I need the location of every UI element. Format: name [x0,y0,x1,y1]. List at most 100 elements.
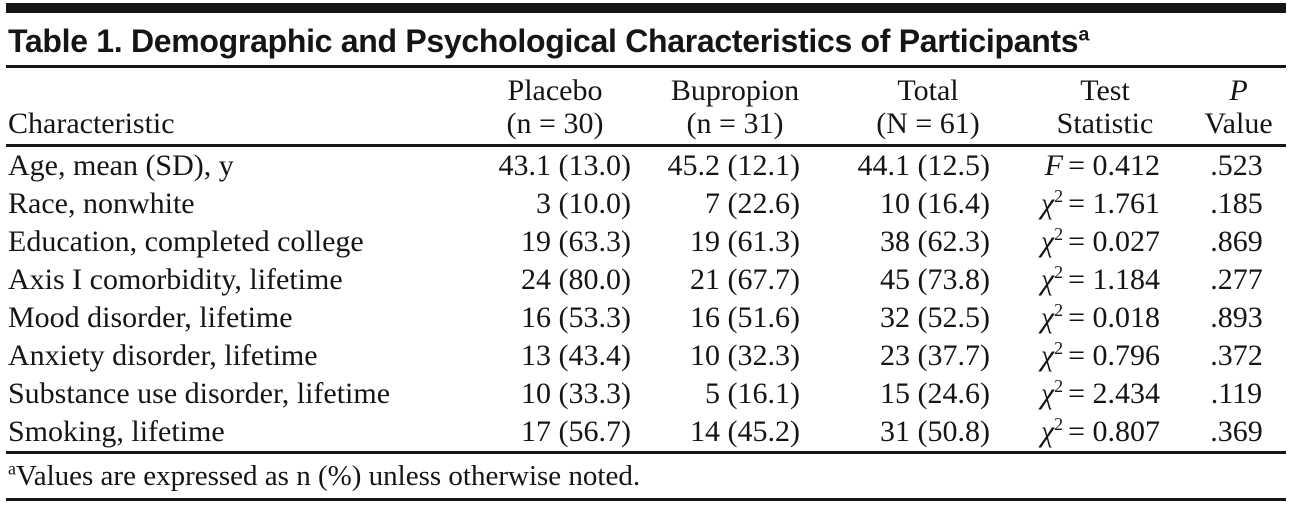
table-row: Education, completed college 19 (63.3) 1… [6,223,1286,261]
placebo-cell: 24 (80.0) [521,263,631,296]
p-value-cell: .372 [1210,339,1263,372]
p-value-cell: .185 [1210,187,1263,220]
test-statistic-symbol: χ [1040,301,1055,334]
p-value-cell: .869 [1210,225,1263,258]
total-cell: 10 (16.4) [880,187,990,220]
bupropion-cell: 10 (32.3) [690,339,800,372]
table-row: Anxiety disorder, lifetime 13 (43.4) 10 … [6,337,1286,375]
header-line2: Statistic [1056,107,1154,140]
test-statistic-value: = 0.796 [1068,339,1160,372]
header-line1: Total [897,74,959,107]
test-statistic-cell: χ2 = 0.807 [991,413,1161,453]
characteristic-cell: Mood disorder, lifetime [8,301,293,334]
test-statistic-superscript: 2 [1054,300,1064,320]
characteristic-cell: Anxiety disorder, lifetime [8,339,318,372]
col-header-p-value: P Value [1161,68,1286,147]
table-title-text: Table 1. Demographic and Psychological C… [8,23,1079,59]
test-statistic-symbol: F [1044,149,1064,182]
placebo-cell: 19 (63.3) [521,225,631,258]
p-value-cell: .277 [1210,263,1263,296]
bupropion-cell: 16 (51.6) [690,301,800,334]
test-statistic-superscript: 2 [1054,338,1064,358]
placebo-cell: 3 (10.0) [536,187,631,220]
bupropion-cell: 45.2 (12.1) [667,149,800,182]
test-statistic-value: = 2.434 [1068,377,1160,410]
test-statistic-superscript: 2 [1054,376,1064,396]
placebo-cell: 17 (56.7) [521,415,631,448]
test-statistic-symbol: χ [1040,377,1055,410]
test-statistic-cell: χ2 = 0.018 [991,299,1161,337]
header-line1: Bupropion [670,74,800,107]
characteristic-cell: Substance use disorder, lifetime [8,377,391,410]
header-line2: (n = 31) [686,107,784,140]
test-statistic-cell: χ2 = 0.027 [991,223,1161,261]
header-line2: Value [1204,107,1273,140]
header-line2: (N = 61) [876,107,980,140]
characteristic-cell: Race, nonwhite [8,187,195,220]
test-statistic-symbol: χ [1040,225,1055,258]
p-value-cell: .893 [1210,301,1263,334]
total-cell: 44.1 (12.5) [857,149,990,182]
col-header-total: Total (N = 61) [801,68,991,147]
placebo-cell: 43.1 (13.0) [498,149,631,182]
test-statistic-superscript: 2 [1054,224,1064,244]
table-row: Age, mean (SD), y 43.1 (13.0) 45.2 (12.1… [6,146,1286,186]
test-statistic-superscript: 2 [1054,262,1064,282]
test-statistic-symbol: χ [1040,263,1055,296]
table-row: Substance use disorder, lifetime 10 (33.… [6,375,1286,413]
total-cell: 23 (37.7) [880,339,990,372]
table-row: Mood disorder, lifetime 16 (53.3) 16 (51… [6,299,1286,337]
col-header-bupropion: Bupropion (n = 31) [633,68,801,147]
bupropion-cell: 5 (16.1) [705,377,800,410]
table-body: Age, mean (SD), y 43.1 (13.0) 45.2 (12.1… [6,146,1286,453]
characteristic-cell: Smoking, lifetime [8,415,225,448]
test-statistic-value: = 0.807 [1068,415,1160,448]
test-statistic-value: = 0.027 [1068,225,1160,258]
test-statistic-cell: F = 0.412 [991,146,1161,186]
test-statistic-cell: χ2 = 2.434 [991,375,1161,413]
characteristic-cell: Education, completed college [8,225,364,258]
table-title: Table 1. Demographic and Psychological C… [6,13,1286,68]
header-line2: Characteristic [8,107,175,140]
footnote-marker: a [8,458,16,479]
table-footnote: aValues are expressed as n (%) unless ot… [6,454,1286,501]
col-header-characteristic: Characteristic [6,68,461,147]
test-statistic-symbol: χ [1040,339,1055,372]
bupropion-cell: 21 (67.7) [690,263,800,296]
total-cell: 31 (50.8) [880,415,990,448]
total-cell: 45 (73.8) [880,263,990,296]
table-figure: Table 1. Demographic and Psychological C… [6,3,1286,501]
p-value-cell: .369 [1210,415,1263,448]
test-statistic-symbol: χ [1040,415,1055,448]
test-statistic-cell: χ2 = 1.761 [991,185,1161,223]
demographics-table: Characteristic Placebo (n = 30) Bupropion… [6,68,1286,454]
header-line1: Placebo [507,74,603,107]
placebo-cell: 10 (33.3) [521,377,631,410]
total-cell: 15 (24.6) [880,377,990,410]
col-header-test-statistic: Test Statistic [991,68,1161,147]
header-line1: Test [1080,74,1130,107]
bupropion-cell: 14 (45.2) [690,415,800,448]
table-row: Race, nonwhite 3 (10.0) 7 (22.6) 10 (16.… [6,185,1286,223]
test-statistic-cell: χ2 = 1.184 [991,261,1161,299]
test-statistic-value: = 0.018 [1068,301,1160,334]
bupropion-cell: 19 (61.3) [690,225,800,258]
header-row: Characteristic Placebo (n = 30) Bupropion… [6,68,1286,147]
placebo-cell: 16 (53.3) [521,301,631,334]
test-statistic-superscript: 2 [1054,186,1064,206]
bupropion-cell: 7 (22.6) [705,187,800,220]
total-cell: 38 (62.3) [880,225,990,258]
title-footnote-marker: a [1078,23,1090,46]
test-statistic-cell: χ2 = 0.796 [991,337,1161,375]
col-header-placebo: Placebo (n = 30) [461,68,633,147]
test-statistic-symbol: χ [1040,187,1055,220]
top-rule-bar [6,3,1286,13]
test-statistic-value: = 1.761 [1068,187,1160,220]
characteristic-cell: Age, mean (SD), y [8,149,234,182]
total-cell: 32 (52.5) [880,301,990,334]
footnote-text: Values are expressed as n (%) unless oth… [15,460,641,492]
test-statistic-superscript: 2 [1054,414,1064,434]
characteristic-cell: Axis I comorbidity, lifetime [8,263,343,296]
p-value-cell: .523 [1210,149,1263,182]
p-value-cell: .119 [1210,377,1263,410]
